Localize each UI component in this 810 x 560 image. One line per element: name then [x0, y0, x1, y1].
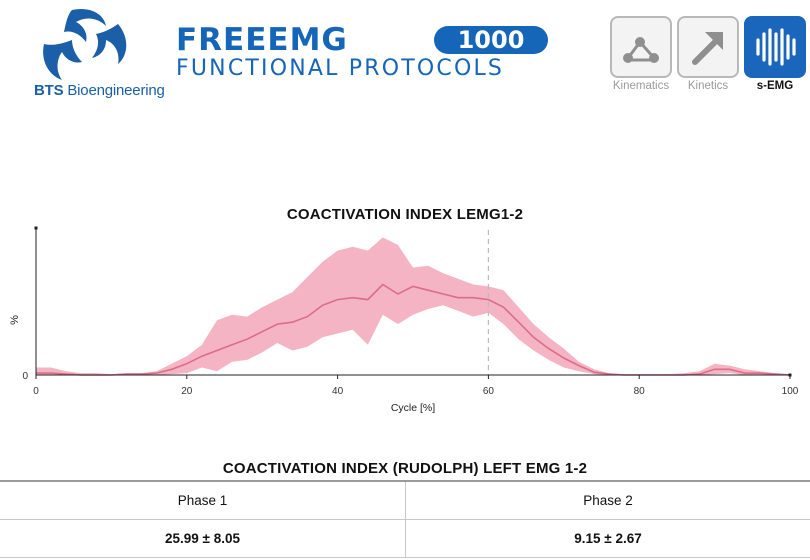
y-axis-cap: [34, 226, 38, 230]
mode-button-semg[interactable]: s-EMG: [744, 16, 806, 96]
phase-1-value: 25.99 ± 8.05: [0, 519, 406, 558]
phases-table: Phase 1 Phase 2 25.99 ± 8.05 9.15 ± 2.67: [0, 480, 810, 558]
product-model-badge: 1000: [434, 26, 548, 54]
mode-label: Kinematics: [612, 80, 670, 92]
x-axis-label: Cycle [%]: [391, 402, 435, 414]
product-name: FREEEMG: [176, 22, 348, 58]
product-subtitle: FUNCTIONAL PROTOCOLS: [176, 56, 505, 81]
table-row: 25.99 ± 8.05 9.15 ± 2.67: [0, 519, 810, 558]
coactivation-chart: 0 20 40 60 80 100 0 Cycle [%]%: [9, 226, 799, 414]
product-title: FREEEMG 1000 FUNCTIONAL PROTOCOLS: [176, 24, 552, 84]
phase-1-header: Phase 1: [0, 480, 406, 520]
brand-name: BTS Bioengineering: [34, 82, 165, 99]
phase-2-value: 9.15 ± 2.67: [405, 519, 810, 558]
y-axis-label: %: [9, 315, 21, 325]
x-tick-label: 20: [181, 386, 193, 397]
mode-button-kinetics[interactable]: Kinetics: [677, 16, 739, 96]
x-tick-label: 0: [33, 386, 39, 397]
kinetics-arrow-icon: [692, 32, 723, 65]
table-title: COACTIVATION INDEX (RUDOLPH) LEFT EMG 1-…: [222, 460, 588, 477]
x-tick-label: 100: [782, 386, 799, 397]
table-header-row: Phase 1 Phase 2: [0, 480, 810, 520]
emg-signal-icon: [756, 28, 796, 66]
x-tick-label: 60: [483, 386, 495, 397]
phase-2-header: Phase 2: [405, 480, 810, 520]
mode-button-kinematics[interactable]: Kinematics: [610, 16, 672, 96]
chart-title: COACTIVATION INDEX LEMG1-2: [286, 206, 524, 223]
kinematics-icon: [623, 37, 659, 63]
std-band-area: [36, 237, 790, 375]
mode-label: Kinetics: [687, 80, 729, 92]
x-tick-label: 40: [332, 386, 344, 397]
y-tick-label: 0: [22, 371, 28, 382]
bts-logo: [43, 8, 127, 80]
x-tick-label: 80: [634, 386, 646, 397]
mode-label: s-EMG: [756, 80, 794, 92]
